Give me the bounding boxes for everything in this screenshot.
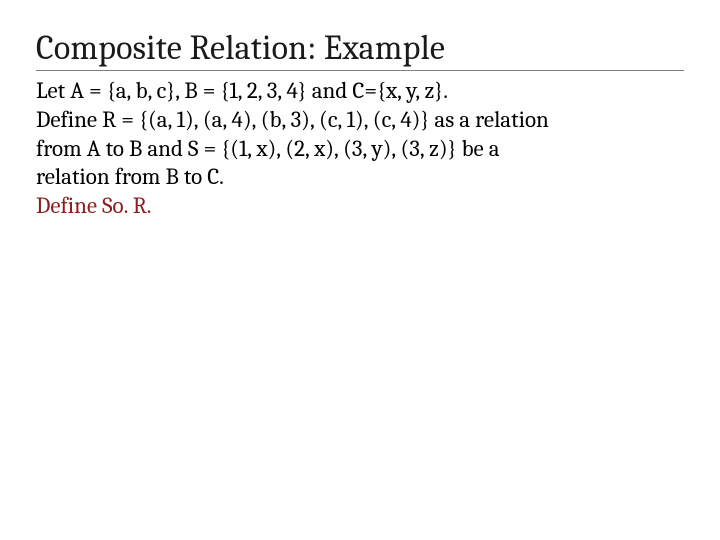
slide: Composite Relation: Example Let A = {a, …	[0, 0, 720, 540]
body-line-5-highlight: Define So. R.	[36, 192, 684, 221]
slide-body: Let A = {a, b, c}, B = {1, 2, 3, 4} and …	[36, 77, 684, 221]
body-line-1: Let A = {a, b, c}, B = {1, 2, 3, 4} and …	[36, 77, 684, 106]
slide-title: Composite Relation: Example	[36, 28, 684, 71]
body-line-2: Define R = {(a, 1), (a, 4), (b, 3), (c, …	[36, 106, 684, 135]
body-line-4: relation from B to C.	[36, 163, 684, 192]
body-line-3: from A to B and S = {(1, x), (2, x), (3,…	[36, 135, 684, 164]
